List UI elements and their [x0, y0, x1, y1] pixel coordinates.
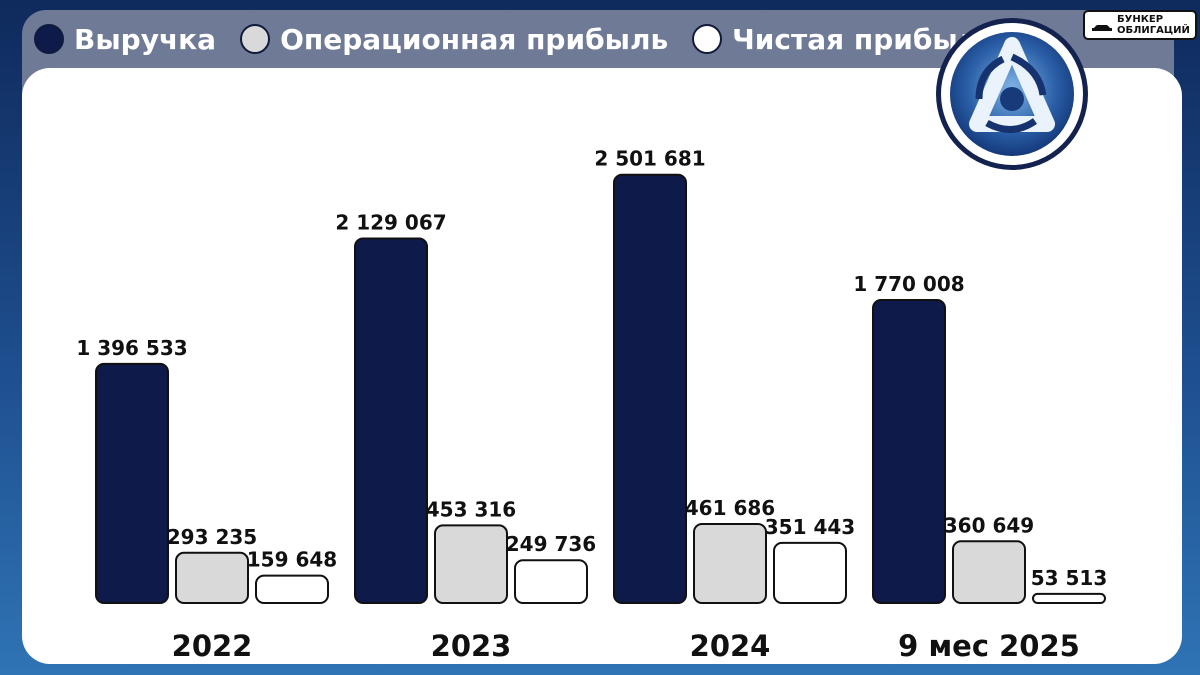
company-logo: [936, 18, 1088, 170]
brand-badge: БУНКЕР ОБЛИГАЦИЙ: [1083, 10, 1197, 40]
data-label-1-1: 453 316: [426, 497, 516, 521]
data-label-0-1: 2 129 067: [335, 211, 446, 235]
bar-1-2: [693, 522, 767, 604]
bar-0-1: [354, 237, 428, 604]
legend-item-operating-profit: Операционная прибыль: [240, 23, 668, 56]
category-label-2: 2024: [690, 629, 771, 663]
bar-0-2: [613, 173, 687, 604]
data-label-1-2: 461 686: [685, 496, 775, 520]
data-label-0-3: 1 770 008: [853, 272, 964, 296]
bunker-icon: [1092, 23, 1112, 31]
legend-label-revenue: Выручка: [74, 22, 217, 56]
brand-text: БУНКЕР ОБЛИГАЦИЙ: [1117, 14, 1190, 36]
atom-emblem-icon: [950, 32, 1074, 156]
data-label-1-3: 360 649: [944, 513, 1034, 537]
bar-1-0: [175, 551, 249, 604]
legend: Выручка Операционная прибыль Чистая приб…: [34, 16, 996, 62]
data-label-2-0: 159 648: [247, 548, 337, 572]
category-label-3: 9 мес 2025: [898, 629, 1080, 663]
brand-line-2: ОБЛИГАЦИЙ: [1117, 25, 1190, 36]
category-label-0: 2022: [172, 629, 253, 663]
legend-item-revenue: Выручка: [34, 23, 216, 56]
legend-label-operating-profit: Операционная прибыль: [280, 22, 669, 56]
data-label-1-0: 293 235: [167, 525, 257, 549]
bar-2-3: [1032, 592, 1106, 604]
legend-swatch-operating-profit: [240, 24, 271, 54]
data-label-2-1: 249 736: [506, 532, 596, 556]
data-label-0-2: 2 501 681: [594, 147, 705, 171]
brand-line-1: БУНКЕР: [1117, 14, 1164, 25]
data-label-2-3: 53 513: [1031, 566, 1108, 590]
bar-0-3: [872, 298, 946, 604]
bar-2-1: [514, 559, 588, 604]
bar-2-2: [773, 541, 847, 604]
data-label-0-0: 1 396 533: [76, 336, 187, 360]
legend-swatch-revenue: [34, 24, 64, 54]
bar-1-3: [952, 540, 1026, 605]
category-label-1: 2023: [431, 629, 512, 663]
bar-1-1: [434, 524, 508, 604]
legend-swatch-net-profit: [692, 24, 723, 54]
bar-0-0: [95, 362, 169, 604]
data-label-2-2: 351 443: [765, 515, 855, 539]
bar-2-0: [255, 574, 329, 605]
